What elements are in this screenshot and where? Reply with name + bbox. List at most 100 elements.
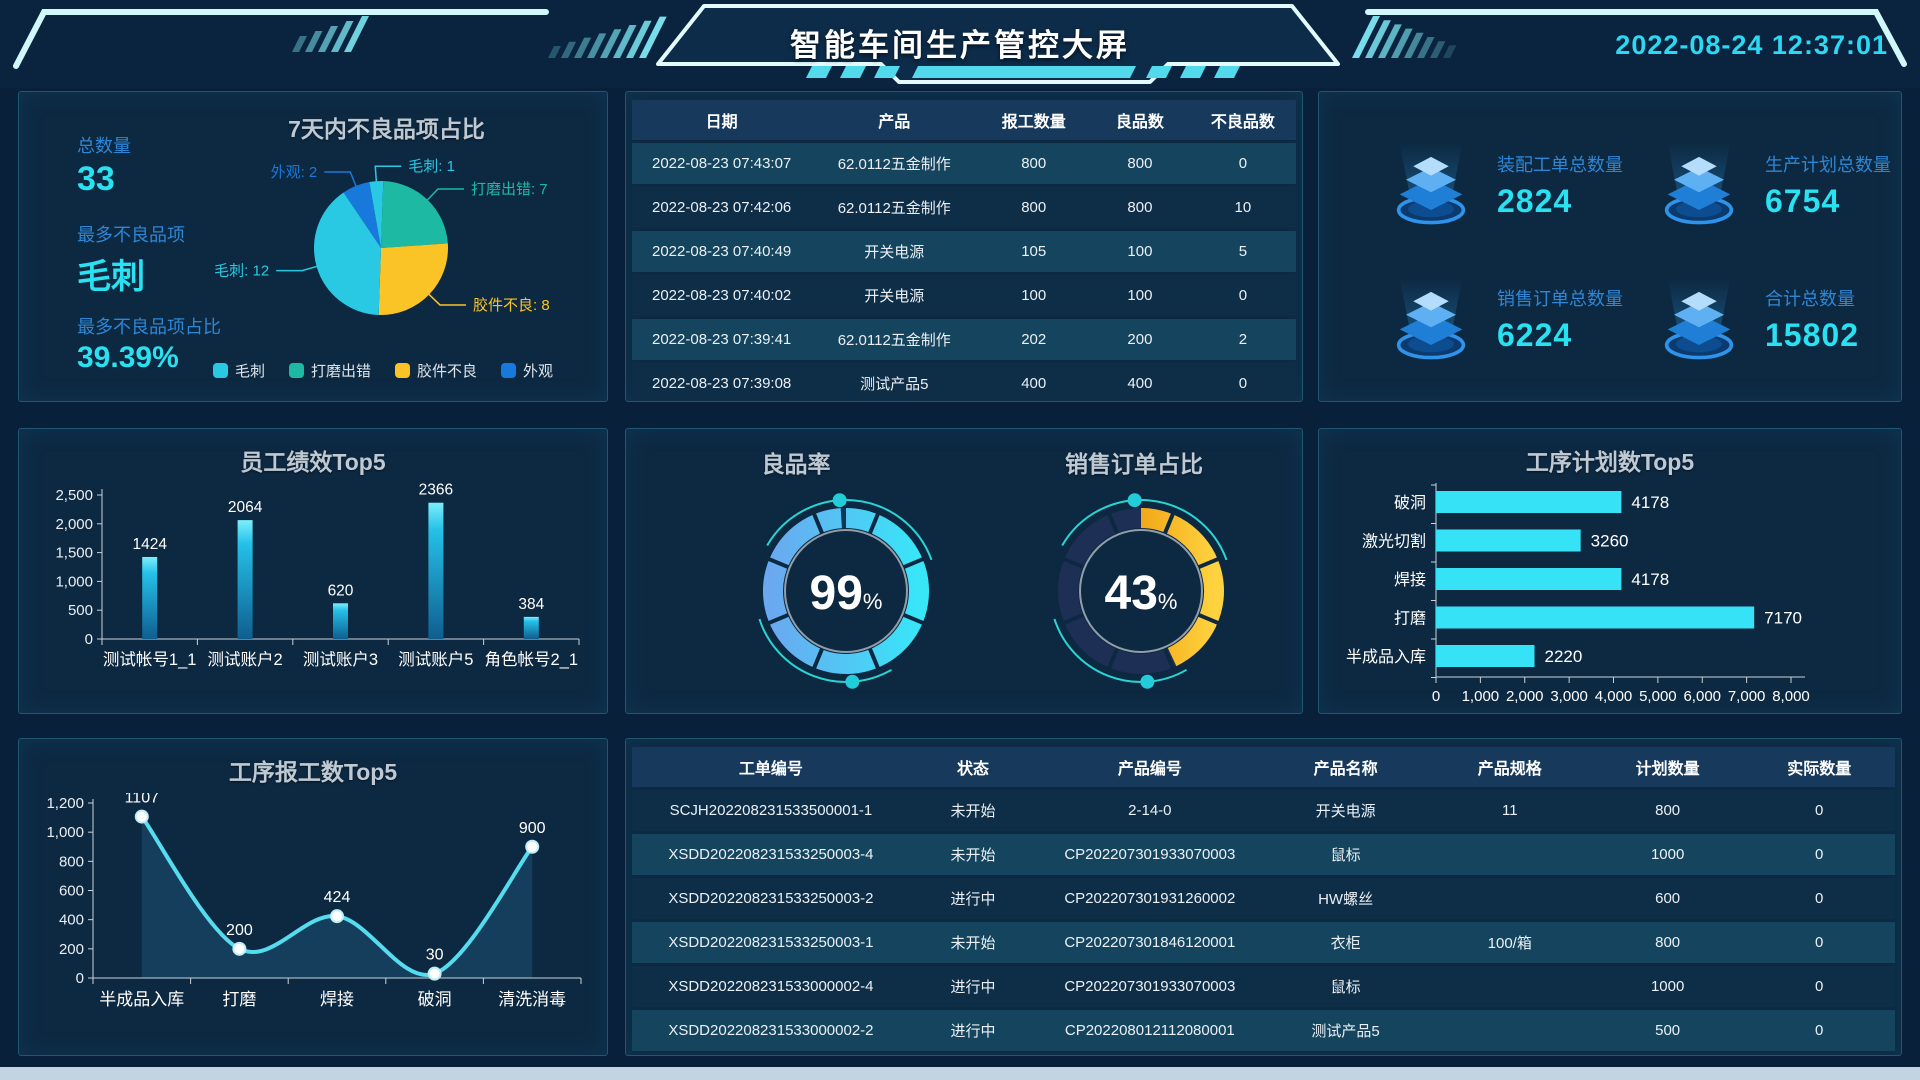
data-point [232, 941, 247, 956]
column-header: 报工数量 [977, 100, 1091, 140]
pie-callout-line [425, 188, 464, 202]
stat-text: 装配工单总数量 2824 [1497, 151, 1623, 220]
kpi-total: 总数量 33 [77, 132, 131, 199]
table-cell: 开关电源 [1263, 790, 1428, 831]
stat-label: 装配工单总数量 [1497, 154, 1623, 175]
pie-callout-label: 毛刺: 12 [214, 263, 269, 280]
table-row: 2022-08-23 07:40:02 开关电源 100 100 0 [632, 275, 1296, 316]
stat-card: 装配工单总数量 2824 [1355, 118, 1623, 253]
y-tick-label: 200 [59, 941, 84, 958]
table-row: XSDD202208231533250003-2 进行中 CP20220730193… [632, 878, 1895, 919]
table-cell: 200 [1090, 319, 1190, 360]
bar [1436, 529, 1581, 552]
table-row: 2022-08-23 07:43:07 62.0112五金制作 800 800 0 [632, 143, 1296, 184]
table-cell: 202 [977, 319, 1091, 360]
kpi-top-defect-ratio: 最多不良品项占比 39.39% [77, 313, 221, 375]
table-cell: 1000 [1591, 966, 1744, 1007]
bottom-scrollbar[interactable] [0, 1067, 1920, 1080]
table-cell: 0 [1189, 363, 1296, 401]
bar-value-label: 4178 [1631, 493, 1669, 512]
process-report-panel: 工序报工数Top5 0 200 400 600 800 1,000 1,200 1107 半成品… [18, 738, 608, 1056]
data-point [427, 966, 442, 981]
bar-value-label: 1424 [132, 536, 167, 553]
legend-swatch [288, 363, 304, 378]
x-category-label: 清洗消毒 [498, 990, 566, 1009]
table-row: 2022-08-23 07:42:06 62.0112五金制作 800 800 10 [632, 187, 1296, 228]
gauge-value-label: 43% [1105, 567, 1178, 620]
column-header: 工单编号 [632, 747, 910, 787]
y-tick-label: 1,200 [46, 795, 84, 812]
gauge-deco-arc [758, 618, 892, 683]
x-category-label: 打磨 [222, 990, 256, 1009]
table-cell: 2022-08-23 07:40:49 [632, 231, 812, 272]
bar-value-label: 384 [518, 596, 544, 613]
column-header: 实际数量 [1743, 747, 1895, 787]
table-cell: 0 [1743, 922, 1895, 963]
column-header: 状态 [909, 747, 1037, 787]
y-tick-label: 2,500 [55, 487, 93, 504]
table-cell: SCJH202208231533500001-1 [632, 790, 910, 831]
table-cell: 2 [1189, 319, 1296, 360]
table-cell: 鼠标 [1263, 966, 1428, 1007]
table-cell: 0 [1743, 790, 1895, 831]
legend-swatch [212, 363, 228, 378]
bar [1436, 568, 1622, 590]
table-cell: 0 [1189, 143, 1296, 184]
point-value-label: 424 [324, 889, 351, 906]
y-tick-label: 1,000 [55, 573, 93, 590]
x-tick-label: 2,000 [1506, 688, 1544, 705]
work-orders-table-panel: 工单编号 状态 产品编号 产品名称 产品规格 计划数量 实际数量 SCJH2022082315… [625, 738, 1902, 1056]
kpi-label: 最多不良品项占比 [77, 317, 221, 337]
y-tick-label: 0 [76, 970, 84, 987]
table-cell: CP202208012112080001 [1036, 1010, 1264, 1051]
table-cell: 800 [977, 187, 1091, 228]
pie-slice [378, 243, 448, 315]
bar [237, 520, 253, 639]
table-header-row: 工单编号 状态 产品编号 产品名称 产品规格 计划数量 实际数量 [632, 747, 1895, 787]
column-header: 不良品数 [1189, 100, 1296, 140]
table-cell: 未开始 [909, 922, 1037, 963]
table-cell: 62.0112五金制作 [811, 187, 978, 228]
stat-label: 生产计划总数量 [1765, 154, 1891, 175]
point-value-label: 200 [226, 922, 253, 939]
stat-label: 合计总数量 [1765, 289, 1855, 310]
kpi-value: 毛刺 [77, 258, 145, 296]
table-cell: 800 [1591, 922, 1744, 963]
table-cell: XSDD202208231533000002-4 [632, 966, 910, 1007]
totals-grid: 装配工单总数量 2824 生产计划总数量 6754 [1355, 118, 1891, 387]
stat-value: 6224 [1497, 317, 1573, 354]
legend-item: 打磨出错 [288, 360, 371, 381]
gauge-dot [845, 674, 860, 689]
y-tick-label: 1,000 [46, 824, 84, 841]
x-category-label: 焊接 [320, 990, 354, 1009]
employee-bar-chart: 0 500 1,000 1,500 2,000 2,500 1424 测试帐号1_1 2064 测… [55, 482, 580, 669]
pie-slice [381, 181, 448, 248]
table-cell: 未开始 [909, 790, 1037, 831]
process-plan-hbar-chart: 0 1,000 2,000 3,000 4,000 5,000 6,000 7,000 8,00… [1346, 483, 1810, 705]
y-tick-label: 800 [59, 853, 84, 870]
y-category-label: 半成品入库 [1346, 648, 1426, 666]
bar [523, 616, 539, 639]
table-cell [1427, 966, 1592, 1007]
employee-performance-panel: 员工绩效Top5 0 500 1,000 1,500 2,000 2,500 1424 测试帐… [18, 428, 608, 714]
pie-callout-line [374, 165, 402, 184]
pie-callout-label: 打磨出错: 7 [471, 181, 548, 198]
table-cell: 未开始 [909, 834, 1037, 875]
table-cell: 62.0112五金制作 [811, 319, 978, 360]
table-cell [1427, 834, 1592, 875]
x-category-label: 破洞 [418, 990, 452, 1009]
x-category-label: 角色帐号2_1 [485, 650, 579, 669]
table-cell: 0 [1743, 1010, 1895, 1051]
defect-ratio-panel: 7天内不良品项占比 总数量 33 最多不良品项 毛刺 最多不良品项占比 39.3… [18, 91, 608, 402]
table-cell: 5 [1189, 231, 1296, 272]
sales-gauge-title: 销售订单占比 [1065, 451, 1203, 477]
bar [1436, 606, 1755, 629]
table-row: 2022-08-23 07:39:08 测试产品5 400 400 0 [632, 363, 1296, 401]
table-cell: 800 [1090, 187, 1190, 228]
bar-value-label: 2366 [419, 482, 453, 499]
table-cell: XSDD202208231533250003-4 [632, 834, 910, 875]
sales-gauge-chart: 43% [1053, 493, 1228, 689]
bar [1436, 491, 1622, 513]
header-right-line [1365, 9, 1907, 67]
table-cell: HW螺丝 [1263, 878, 1428, 919]
